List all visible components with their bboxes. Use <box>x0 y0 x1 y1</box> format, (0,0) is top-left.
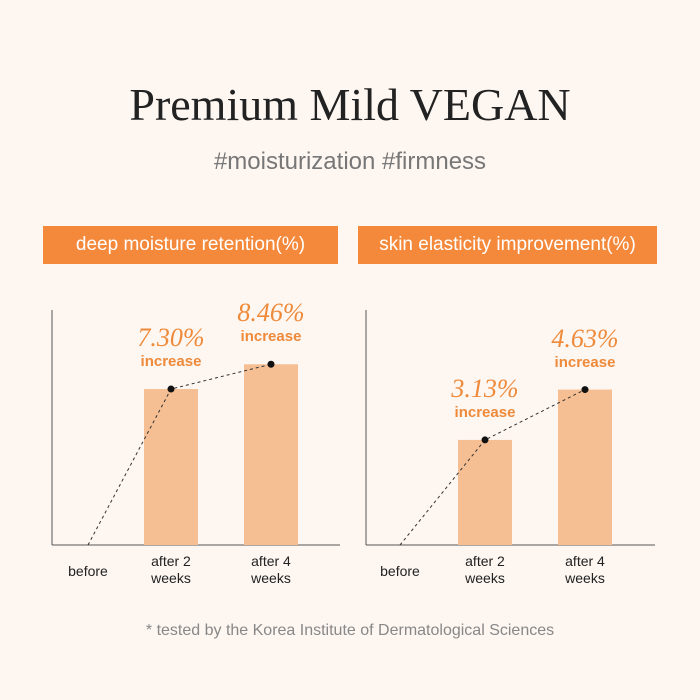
chart-title: skin elasticity improvement(%) <box>358 226 657 264</box>
footnote: * tested by the Korea Institute of Derma… <box>145 622 555 639</box>
value-note: increase <box>454 403 516 421</box>
value-label: 4.63% <box>551 323 619 353</box>
bar <box>244 364 298 545</box>
x-tick-label: after 2 weeks <box>151 553 191 586</box>
trend-dot <box>481 436 489 444</box>
x-tick-label: after 4 weeks <box>565 553 605 586</box>
value-note: increase <box>140 353 202 371</box>
trend-dot <box>581 386 589 394</box>
value-label: 7.30% <box>137 323 205 353</box>
value-note: increase <box>554 353 616 371</box>
page-title: Premium Mild VEGAN <box>129 79 571 130</box>
value-label: 8.46% <box>237 298 305 328</box>
trend-dot <box>167 385 175 393</box>
x-tick-label: before <box>68 563 108 579</box>
x-tick-label: after 4 weeks <box>251 553 291 586</box>
x-tick-label: after 2 weeks <box>465 553 505 586</box>
x-tick-label: before <box>380 563 420 579</box>
chart-title: deep moisture retention(%) <box>43 226 338 264</box>
value-note: increase <box>240 328 302 346</box>
bar <box>144 389 198 545</box>
bar <box>558 389 612 545</box>
subtitle: #moisturization #firmness <box>213 148 487 175</box>
trend-dot <box>267 360 275 368</box>
value-label: 3.13% <box>451 373 519 403</box>
bar <box>458 439 512 545</box>
